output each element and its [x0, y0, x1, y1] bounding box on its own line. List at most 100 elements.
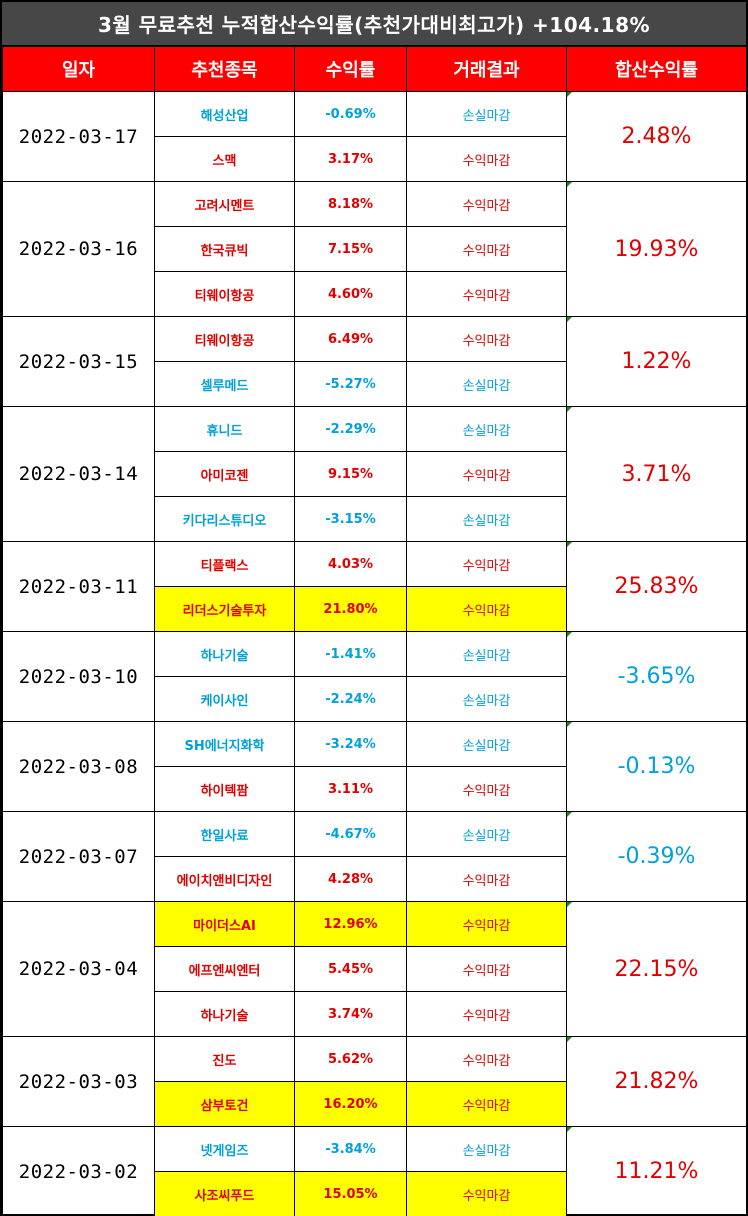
stock-name-cell: 하이텍팜: [154, 766, 295, 812]
return-rate-cell: 4.60%: [294, 271, 407, 317]
stock-name-cell: 아미코젠: [154, 451, 295, 497]
trade-result-cell: 손실마감: [406, 721, 567, 767]
stock-name-cell: 해성산업: [154, 91, 295, 137]
return-rate-cell: 4.28%: [294, 856, 407, 902]
trade-result-cell: 수익마감: [406, 991, 567, 1037]
return-rate-cell: 9.15%: [294, 451, 407, 497]
return-rate-cell: 7.15%: [294, 226, 407, 272]
stock-name-cell: 에프엔씨엔터: [154, 946, 295, 992]
stock-name-cell: 한국큐빅: [154, 226, 295, 272]
trade-result-cell: 수익마감: [406, 856, 567, 902]
return-rate-cell: 15.05%: [294, 1171, 407, 1216]
total-return-cell: 2.48%: [566, 91, 747, 182]
trade-result-cell: 수익마감: [406, 541, 567, 587]
stock-name-cell: 티플랙스: [154, 541, 295, 587]
table-row: 하이텍팜 3.11% 수익마감: [3, 766, 747, 812]
table-row: 2022-03-11 티플랙스 4.03% 수익마감 25.83%: [2, 541, 747, 632]
trade-result-cell: 수익마감: [406, 136, 567, 182]
return-rate-cell: 21.80%: [294, 586, 407, 632]
total-return-cell: 19.93%: [566, 181, 747, 317]
header-result: 거래결과: [406, 46, 567, 92]
table-row: 2022-03-08 SH에너지화학 -3.24% 손실마감 -0.13%: [2, 721, 747, 812]
return-rate-cell: 12.96%: [294, 901, 407, 947]
return-rate-cell: -1.41%: [294, 631, 407, 677]
trade-result-cell: 수익마감: [406, 1171, 567, 1216]
return-rate-cell: 3.17%: [294, 136, 407, 182]
table-header-row: 일자 추천종목 수익률 거래결과 합산수익률: [2, 46, 747, 92]
date-cell: 2022-03-07: [2, 811, 155, 902]
table-row: 사조씨푸드 15.05% 수익마감: [3, 1171, 747, 1216]
stock-name-cell: 사조씨푸드: [154, 1171, 295, 1216]
date-cell: 2022-03-15: [2, 316, 155, 407]
total-return-cell: -3.65%: [566, 631, 747, 722]
return-rate-cell: 5.45%: [294, 946, 407, 992]
return-rate-cell: 3.74%: [294, 991, 407, 1037]
header-stock: 추천종목: [154, 46, 295, 92]
table-row: 2022-03-10 하나기술 -1.41% 손실마감 -3.65%: [2, 631, 747, 722]
trade-result-cell: 손실마감: [406, 496, 567, 542]
stock-name-cell: 삼부토건: [154, 1081, 295, 1127]
stock-name-cell: 마이더스AI: [154, 901, 295, 947]
total-return-cell: 25.83%: [566, 541, 747, 632]
stock-name-cell: 진도: [154, 1036, 295, 1082]
table-row: 2022-03-17 해성산업 -0.69% 손실마감 2.48%: [2, 91, 747, 182]
return-rate-cell: 4.03%: [294, 541, 407, 587]
table-row: 2022-03-16 고려시멘트 8.18% 수익마감 19.93%: [2, 181, 747, 317]
trade-result-cell: 수익마감: [406, 901, 567, 947]
trade-result-cell: 손실마감: [406, 91, 567, 137]
page-title: 3월 무료추천 누적합산수익률(추천가대비최고가) +104.18%: [2, 2, 746, 46]
stock-name-cell: 고려시멘트: [154, 181, 295, 227]
stock-name-cell: 케이사인: [154, 676, 295, 722]
table-row: 2022-03-03 진도 5.62% 수익마감 21.82%: [2, 1036, 747, 1127]
table-row: 2022-03-14 휴니드 -2.29% 손실마감 3.71%: [2, 406, 747, 542]
date-cell: 2022-03-08: [2, 721, 155, 812]
date-cell: 2022-03-03: [2, 1036, 155, 1127]
date-cell: 2022-03-14: [2, 406, 155, 542]
return-rate-cell: -5.27%: [294, 361, 407, 407]
total-return-cell: -0.13%: [566, 721, 747, 812]
table-row: 하나기술 3.74% 수익마감: [3, 991, 747, 1037]
total-return-cell: 3.71%: [566, 406, 747, 542]
table-row: 한국큐빅 7.15% 수익마감: [3, 226, 747, 272]
trade-result-cell: 수익마감: [406, 271, 567, 317]
trade-result-cell: 수익마감: [406, 226, 567, 272]
table-row: 리더스기술투자 21.80% 수익마감: [3, 586, 747, 632]
table-row: 2022-03-04 마이더스AI 12.96% 수익마감 22.15%: [2, 901, 747, 1037]
trade-result-cell: 손실마감: [406, 676, 567, 722]
table-row: 티웨이항공 4.60% 수익마감: [3, 271, 747, 317]
header-return: 수익률: [294, 46, 407, 92]
stock-name-cell: 하나기술: [154, 631, 295, 677]
table-row: 2022-03-07 한일사료 -4.67% 손실마감 -0.39%: [2, 811, 747, 902]
trade-result-cell: 손실마감: [406, 811, 567, 857]
total-return-cell: 21.82%: [566, 1036, 747, 1127]
stock-name-cell: 한일사료: [154, 811, 295, 857]
table-row: 키다리스튜디오 -3.15% 손실마감: [3, 496, 747, 542]
return-rate-cell: 3.11%: [294, 766, 407, 812]
stock-name-cell: 티웨이항공: [154, 271, 295, 317]
stock-name-cell: 티웨이항공: [154, 316, 295, 362]
trade-result-cell: 수익마감: [406, 586, 567, 632]
stock-name-cell: 셀루메드: [154, 361, 295, 407]
stock-name-cell: SH에너지화학: [154, 721, 295, 767]
return-rate-cell: -4.67%: [294, 811, 407, 857]
return-rate-cell: -3.15%: [294, 496, 407, 542]
table-row: 2022-03-15 티웨이항공 6.49% 수익마감 1.22%: [2, 316, 747, 407]
date-cell: 2022-03-11: [2, 541, 155, 632]
trade-result-cell: 손실마감: [406, 406, 567, 452]
trade-result-cell: 수익마감: [406, 946, 567, 992]
header-total-return: 합산수익률: [566, 46, 747, 92]
results-table: 일자 추천종목 수익률 거래결과 합산수익률 2022-03-17 해성산업 -0.…: [2, 46, 747, 1216]
trade-result-cell: 손실마감: [406, 631, 567, 677]
return-rate-cell: 8.18%: [294, 181, 407, 227]
return-rate-cell: -2.29%: [294, 406, 407, 452]
trade-result-cell: 손실마감: [406, 361, 567, 407]
stock-name-cell: 키다리스튜디오: [154, 496, 295, 542]
stock-name-cell: 휴니드: [154, 406, 295, 452]
stock-name-cell: 에이치앤비디자인: [154, 856, 295, 902]
table-row: 셀루메드 -5.27% 손실마감: [3, 361, 747, 407]
stock-name-cell: 리더스기술투자: [154, 586, 295, 632]
trade-result-cell: 수익마감: [406, 766, 567, 812]
total-return-cell: -0.39%: [566, 811, 747, 902]
trade-result-cell: 수익마감: [406, 1081, 567, 1127]
return-rate-cell: 16.20%: [294, 1081, 407, 1127]
